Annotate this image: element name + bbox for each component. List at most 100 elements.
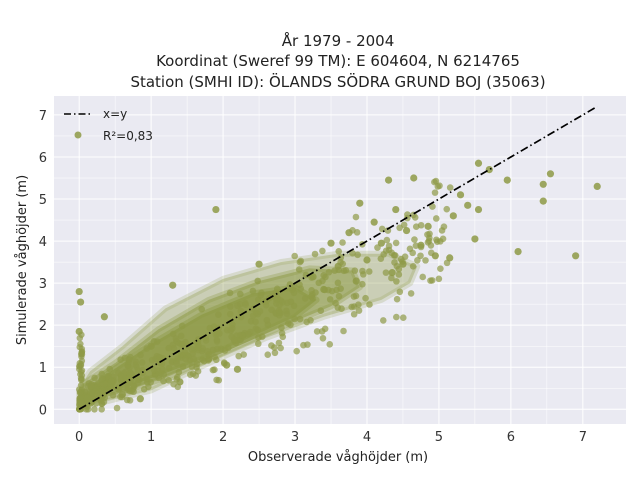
scatter-point: [377, 239, 385, 247]
scatter-point-fringe: [321, 286, 329, 294]
scatter-point-fringe: [179, 340, 186, 348]
scatter-point-fringe: [374, 244, 381, 251]
scatter-point-fringe: [349, 249, 356, 257]
scatter-point-fringe: [291, 252, 298, 260]
scatter-point-fringe: [229, 325, 236, 332]
scatter-point-fringe: [165, 376, 172, 384]
scatter-point-fringe: [220, 359, 228, 366]
scatter-point-fringe: [385, 242, 393, 250]
x-tick-label: 4: [363, 430, 371, 445]
scatter-point-fringe: [202, 337, 210, 344]
scatter-point-fringe: [354, 251, 361, 259]
scatter-point-fringe: [118, 393, 126, 401]
scatter-point-fringe: [286, 281, 294, 288]
scatter-point-fringe: [235, 352, 243, 360]
scatter-point: [539, 197, 547, 205]
legend-label-r2: R²=0,83: [103, 129, 153, 143]
scatter-point-fringe: [275, 307, 283, 315]
scatter-point-zero: [76, 395, 84, 402]
scatter-point-fringe: [337, 259, 344, 266]
scatter-point-fringe: [359, 271, 367, 278]
scatter-point-fringe: [396, 224, 403, 232]
scatter-point-fringe: [293, 347, 300, 355]
scatter-point-fringe: [234, 302, 241, 310]
scatter-point-fringe: [433, 236, 440, 244]
scatter-point-fringe: [249, 287, 257, 295]
scatter-points: [75, 159, 601, 413]
scatter-point-fringe: [283, 307, 290, 315]
scatter-point-fringe: [382, 269, 390, 276]
x-tick-label: 7: [579, 430, 587, 445]
scatter-point-fringe: [428, 249, 435, 257]
scatter-point-fringe: [244, 330, 252, 338]
scatter-point-fringe: [165, 364, 173, 372]
scatter-point-fringe: [236, 290, 244, 298]
scatter-point-fringe: [353, 229, 361, 236]
x-tick-labels: 0 1 2 3 4 5 6 7: [75, 430, 587, 445]
scatter-point-fringe: [340, 327, 347, 335]
scatter-point: [352, 277, 360, 285]
scatter-point-fringe: [237, 307, 245, 315]
scatter-point-fringe: [193, 364, 200, 371]
scatter-point-fringe: [291, 315, 298, 323]
scatter-point-fringe: [340, 267, 348, 275]
scatter-point-fringe: [106, 365, 114, 373]
x-tick-label: 0: [75, 430, 83, 445]
scatter-point-fringe: [277, 344, 284, 352]
scatter-point-fringe: [325, 268, 333, 276]
scatter-point-fringe: [365, 268, 373, 275]
scatter-point-fringe: [254, 277, 262, 285]
scatter-point-fringe: [332, 299, 339, 307]
y-axis-label: Simulerade våghöjder (m): [15, 175, 30, 345]
scatter-point-fringe: [304, 341, 311, 348]
y-tick-label: 1: [39, 361, 47, 376]
scatter-point-fringe: [160, 371, 168, 378]
scatter-point-fringe: [379, 317, 387, 324]
scatter-point-fringe: [216, 330, 223, 337]
scatter-point-fringe: [407, 290, 415, 297]
scatter-point-fringe: [254, 340, 262, 348]
scatter-point-fringe: [87, 382, 95, 390]
scatter-point-fringe: [422, 257, 429, 264]
scatter-point-fringe: [425, 237, 433, 245]
scatter-point: [449, 212, 457, 220]
scatter-point-fringe: [262, 301, 270, 309]
scatter-point-fringe: [295, 266, 303, 273]
scatter-point-fringe: [313, 328, 321, 335]
scatter-point-fringe: [443, 205, 451, 213]
scatter-point-fringe: [337, 285, 344, 292]
scatter-point-zero: [76, 389, 84, 397]
scatter-point-fringe: [192, 372, 200, 379]
scatter-point: [474, 205, 483, 214]
scatter-point-fringe: [98, 370, 106, 378]
scatter-point: [410, 174, 418, 182]
scatter-point-fringe: [182, 355, 189, 363]
scatter-point-fringe: [138, 359, 146, 366]
scatter-point-fringe: [242, 301, 250, 308]
scatter-point: [464, 201, 472, 209]
scatter-point-fringe: [395, 271, 403, 278]
scatter-point-fringe: [230, 336, 238, 343]
scatter-point-fringe: [190, 355, 198, 363]
scatter-point-fringe: [362, 294, 369, 302]
scatter-point-fringe: [278, 324, 285, 331]
scatter-point-fringe: [308, 274, 315, 281]
scatter-point-fringe: [257, 292, 265, 299]
chart-title-line-1: År 1979 - 2004: [282, 31, 395, 50]
scatter-point-fringe: [256, 307, 264, 315]
scatter-point-zero: [76, 343, 83, 351]
scatter-point: [593, 182, 601, 191]
chart-title-line-3: Station (SMHI ID): ÖLANDS SÖDRA GRUND BO…: [130, 72, 545, 91]
scatter-point-fringe: [94, 390, 102, 397]
scatter-point-fringe: [134, 367, 142, 374]
scatter-point-fringe: [132, 358, 139, 366]
scatter-point-fringe: [108, 377, 115, 385]
scatter-point-fringe: [429, 203, 436, 210]
x-tick-label: 1: [147, 430, 155, 445]
scatter-point-fringe: [98, 405, 105, 413]
scatter-point-fringe: [178, 322, 186, 330]
scatter-point-fringe: [338, 305, 345, 313]
scatter-point-fringe: [334, 279, 342, 287]
scatter-point: [474, 159, 483, 167]
scatter-point-fringe: [174, 355, 181, 362]
